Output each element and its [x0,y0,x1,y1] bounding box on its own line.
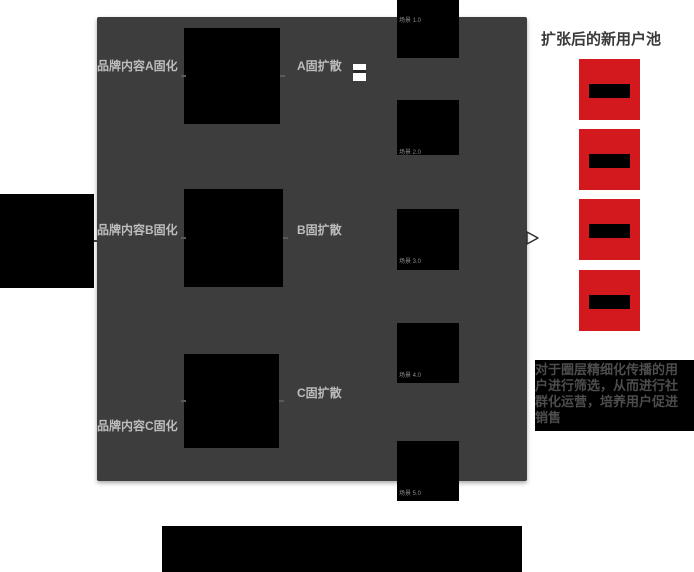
svg-text:户进行筛选，从而进行社: 户进行筛选，从而进行社 [535,378,678,393]
svg-text:场景 3.0: 场景 3.0 [399,257,422,265]
svg-text:销售: 销售 [535,410,561,425]
svg-text:B固扩散: B固扩散 [297,222,343,237]
svg-text:场景 4.0: 场景 4.0 [399,371,422,379]
svg-text:场景 5.0: 场景 5.0 [399,489,422,497]
svg-text:场景 2.0: 场景 2.0 [399,148,422,156]
svg-text:品牌内容A固化: 品牌内容A固化 [97,58,178,73]
svg-text:C固扩散: C固扩散 [297,385,343,400]
svg-text:品牌内容C固化: 品牌内容C固化 [97,418,178,433]
svg-text:扩张后的新用户池: 扩张后的新用户池 [541,30,661,48]
svg-text:对于圈层精细化传播的用: 对于圈层精细化传播的用 [535,362,678,377]
svg-text:品牌内容B固化: 品牌内容B固化 [97,222,178,237]
svg-text:场景 1.0: 场景 1.0 [399,16,422,24]
svg-text:A固扩散: A固扩散 [297,58,343,73]
svg-text:群化运营，培养用户促进: 群化运营，培养用户促进 [535,394,678,409]
